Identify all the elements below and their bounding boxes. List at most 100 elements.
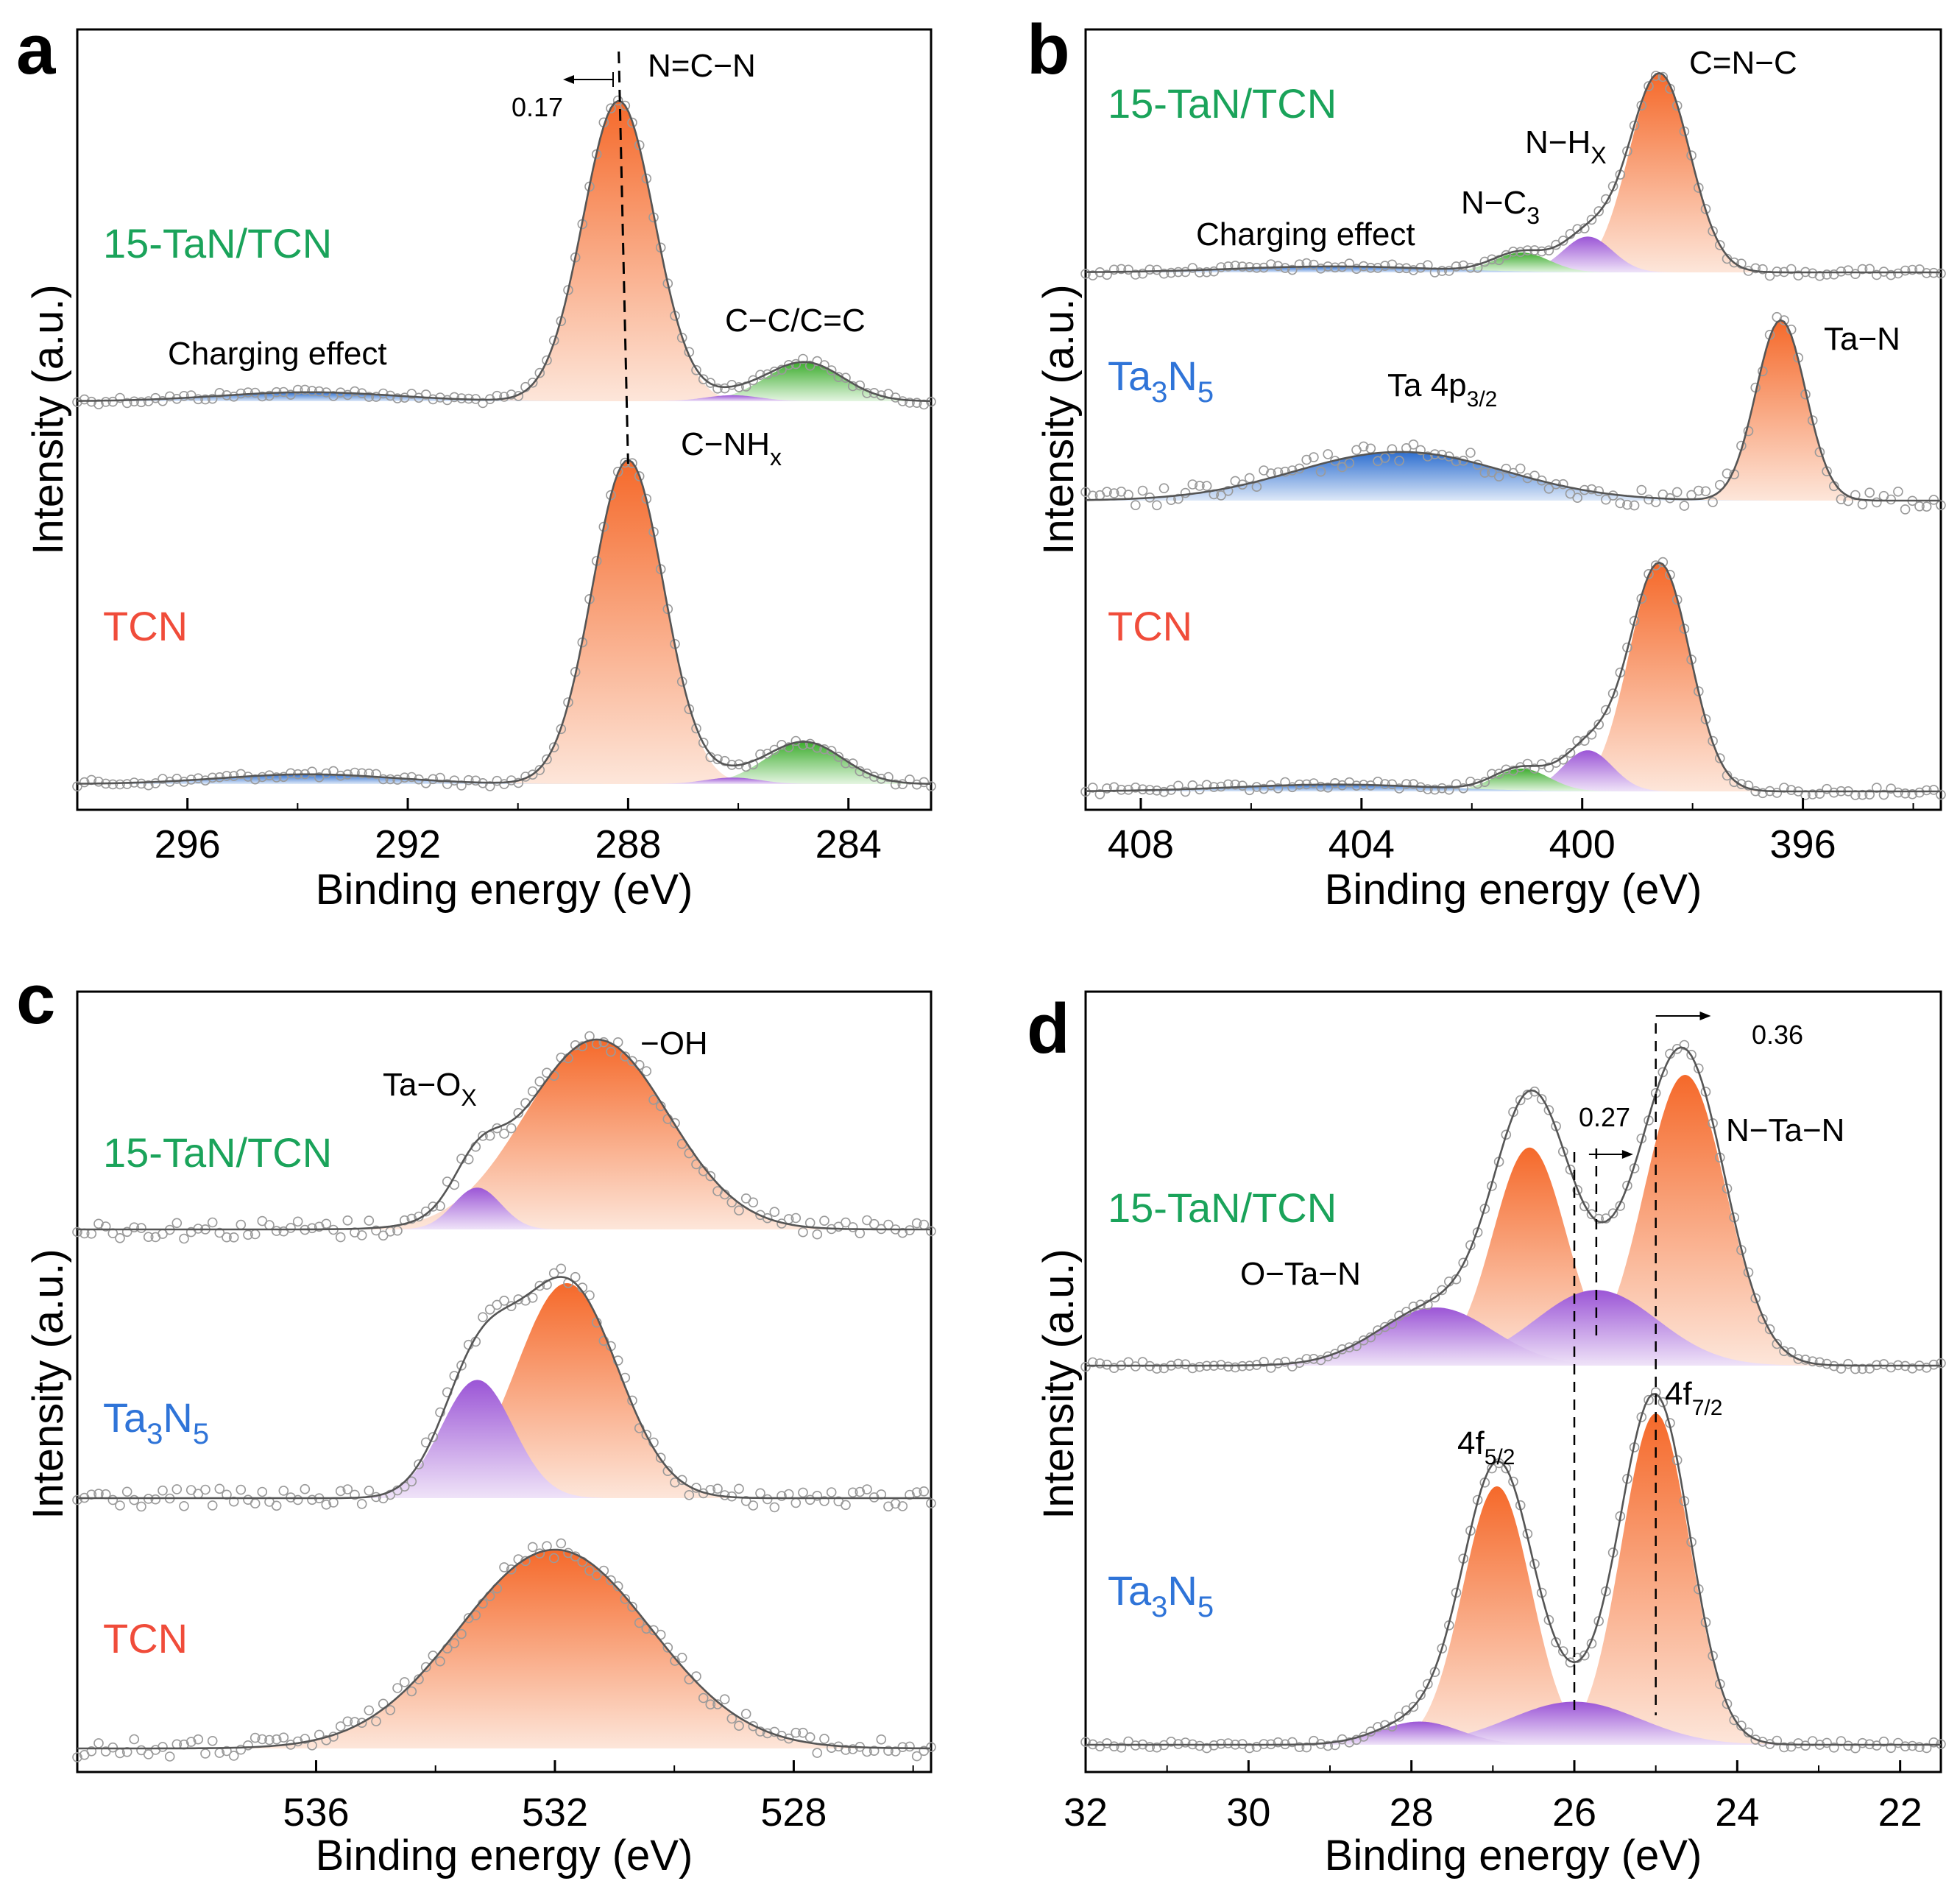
data-point — [1294, 259, 1305, 270]
data-point — [1729, 257, 1739, 268]
data-point — [449, 1638, 460, 1648]
data-point — [236, 769, 247, 780]
data-point — [847, 758, 858, 769]
data-point — [214, 387, 225, 398]
data-point — [1344, 458, 1355, 468]
data-point — [705, 378, 716, 388]
data-point — [1572, 493, 1582, 504]
data-point — [798, 740, 808, 750]
data-point — [1144, 264, 1155, 275]
data-point — [1708, 226, 1718, 236]
data-point — [93, 1738, 104, 1748]
data-point — [1743, 780, 1754, 791]
peak-d-1-1 — [1377, 1486, 1617, 1745]
peak-a-1-2 — [636, 777, 829, 784]
data-point — [527, 1086, 538, 1097]
data-point — [1152, 1363, 1162, 1374]
x-tick-label: 404 — [1329, 822, 1395, 866]
data-point — [100, 1221, 111, 1232]
peak-c-0-0 — [346, 1039, 848, 1229]
data-point — [1729, 1715, 1739, 1726]
data-point — [1529, 763, 1540, 774]
data-point — [776, 1491, 787, 1501]
data-point — [1280, 777, 1290, 788]
data-point — [1408, 265, 1419, 275]
data-point — [1536, 246, 1547, 257]
data-point — [712, 1483, 723, 1494]
peak-b-0-3 — [1086, 266, 1682, 272]
data-point — [911, 1487, 922, 1497]
data-point — [1195, 1740, 1205, 1751]
annotation-b-nh: N−HX — [1525, 124, 1607, 169]
data-point — [1223, 1738, 1234, 1748]
data-point — [214, 1227, 225, 1238]
data-point — [1330, 778, 1340, 788]
data-point — [798, 1487, 808, 1498]
data-point — [905, 1489, 915, 1500]
data-point — [257, 772, 268, 783]
data-point — [121, 1486, 132, 1497]
data-point — [734, 1483, 744, 1494]
data-point — [1644, 81, 1654, 91]
data-point — [648, 1625, 659, 1636]
data-point — [1715, 1679, 1725, 1690]
data-point — [1843, 1358, 1853, 1369]
data-point — [1700, 204, 1711, 214]
data-point — [911, 398, 922, 409]
data-point — [321, 768, 332, 779]
data-point — [783, 1733, 794, 1744]
data-point — [364, 1705, 375, 1716]
data-point — [271, 772, 282, 783]
data-point — [1301, 258, 1312, 269]
data-point — [1921, 501, 1932, 512]
data-point — [1694, 485, 1704, 496]
data-point — [414, 1674, 424, 1684]
data-point — [1465, 1525, 1476, 1536]
data-point — [470, 1610, 481, 1620]
peak-b-2-0 — [1553, 563, 1766, 791]
data-point — [1515, 463, 1526, 474]
data-point — [1379, 261, 1390, 271]
data-point — [1230, 1362, 1241, 1373]
data-point — [1543, 1614, 1554, 1626]
data-point — [1636, 484, 1647, 495]
data-point — [278, 1732, 289, 1743]
data-point — [612, 95, 623, 106]
data-point — [456, 1628, 467, 1639]
data-point — [1266, 259, 1276, 269]
data-point — [1429, 1292, 1440, 1303]
data-point — [1543, 1105, 1554, 1115]
data-point — [250, 1498, 261, 1508]
peak-b-2-1 — [1501, 750, 1675, 791]
data-point — [286, 768, 296, 779]
data-point — [556, 1538, 567, 1549]
data-point — [1423, 1679, 1433, 1690]
data-point — [1807, 1356, 1818, 1366]
data-point — [755, 1488, 765, 1499]
data-point — [1244, 261, 1255, 272]
data-point — [926, 1226, 936, 1237]
data-point — [905, 1741, 915, 1752]
data-point — [847, 1222, 858, 1232]
data-point — [1158, 786, 1170, 797]
data-point — [1793, 1354, 1804, 1364]
x-axis-label-a: Binding energy (eV) — [316, 866, 693, 914]
data-point — [783, 742, 794, 752]
peak-a-1-1 — [669, 741, 931, 784]
data-point — [449, 1371, 460, 1381]
data-point — [1907, 1740, 1918, 1751]
data-point — [1123, 264, 1133, 275]
data-point — [1586, 484, 1597, 495]
shift-arrow-head-d-027 — [1621, 1150, 1633, 1159]
data-point — [143, 1232, 154, 1242]
data-point — [1857, 1363, 1868, 1374]
data-point — [812, 1748, 823, 1758]
data-point — [1586, 214, 1597, 225]
envelope-b-0 — [1086, 71, 1941, 274]
data-point — [292, 1494, 303, 1506]
data-point — [1644, 568, 1654, 579]
data-point — [428, 774, 439, 785]
data-point — [1423, 451, 1433, 462]
data-point — [1579, 735, 1590, 746]
data-point — [762, 1212, 773, 1224]
